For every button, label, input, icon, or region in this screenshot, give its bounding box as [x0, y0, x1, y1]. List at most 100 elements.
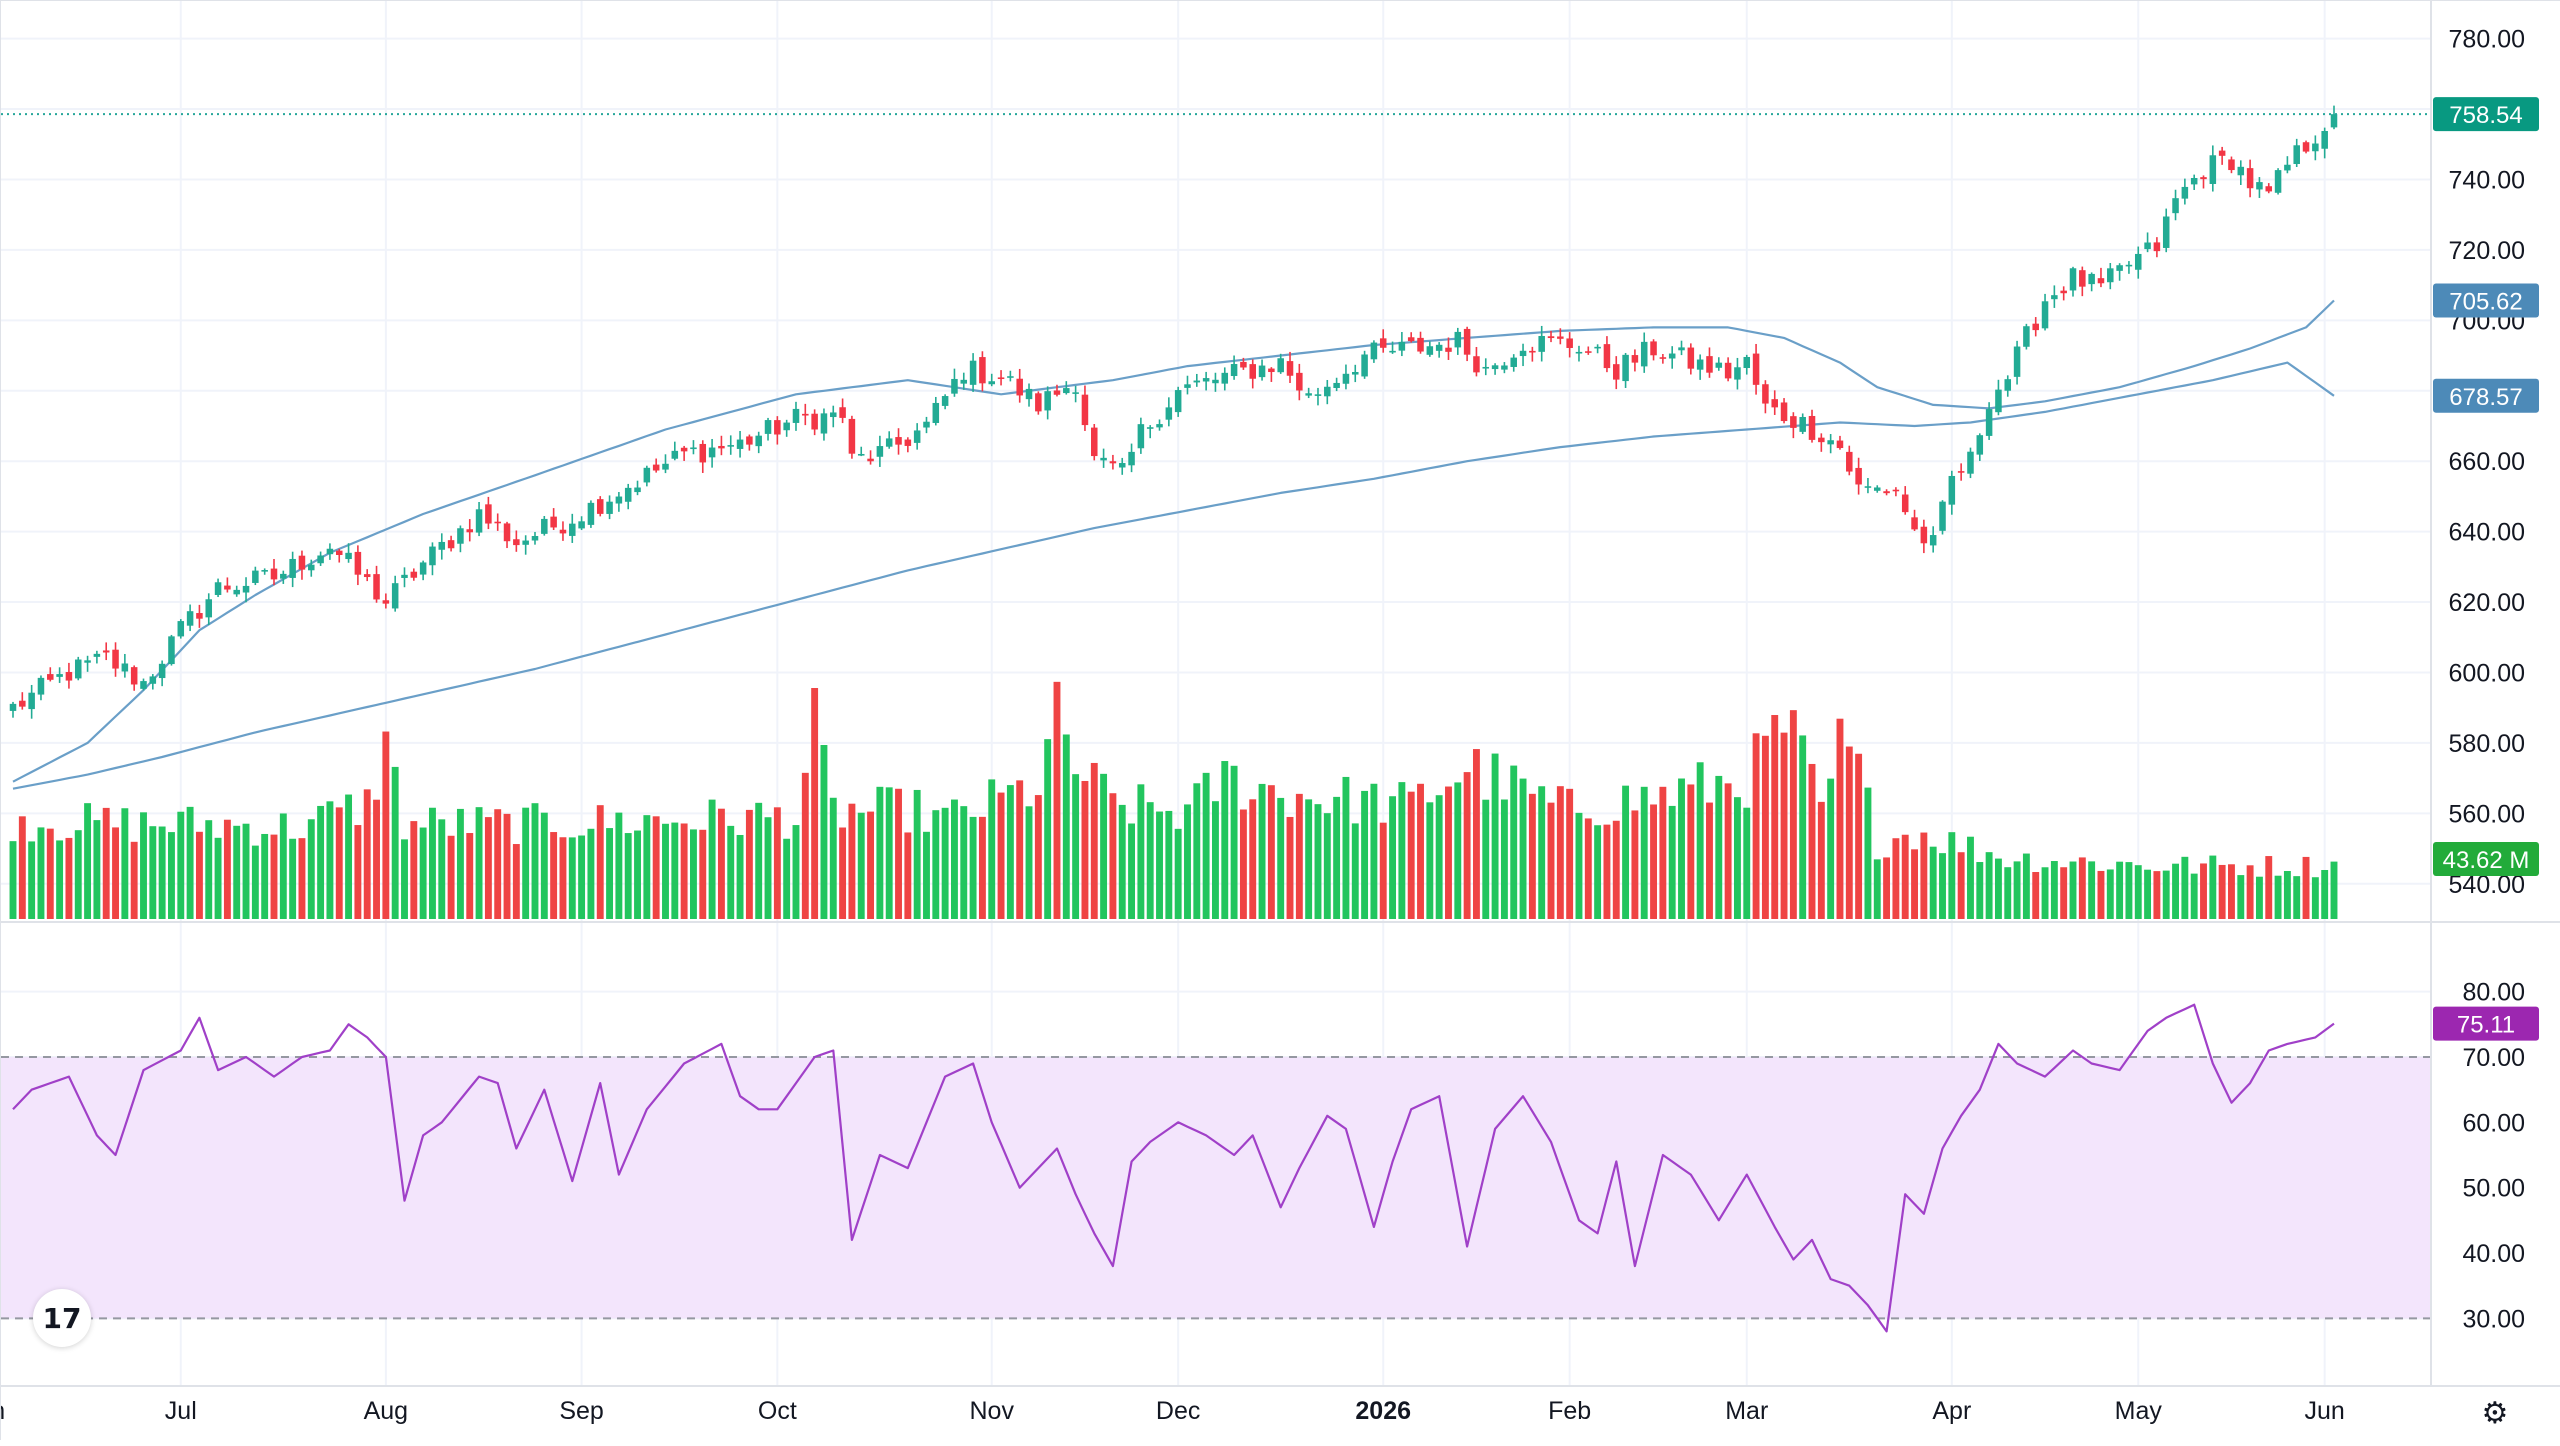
volume-bar	[2302, 856, 2310, 919]
volume-bar	[1053, 681, 1061, 919]
candle-body	[848, 418, 856, 454]
candle-body	[1799, 416, 1806, 432]
volume-bar	[540, 812, 548, 919]
volume-bar	[596, 805, 604, 919]
volume-bar	[223, 819, 231, 919]
rsi-tick-label: 40.00	[2462, 1240, 2525, 1268]
candle-body	[932, 402, 940, 423]
volume-bar	[419, 827, 427, 919]
volume-bar	[643, 815, 651, 919]
volume-bar	[568, 837, 576, 919]
volume-bar	[391, 766, 399, 919]
candle-body	[1901, 494, 1909, 513]
candle-body	[1622, 354, 1629, 382]
volume-bar	[978, 816, 986, 919]
pane-separators[interactable]	[1, 1, 2560, 1387]
volume-bar	[456, 808, 464, 919]
time-tick-label: May	[2115, 1397, 2163, 1425]
candle-body	[1724, 362, 1732, 379]
candle-body	[289, 558, 296, 578]
volume-bar	[2246, 865, 2254, 919]
volume-bar	[1659, 786, 1667, 919]
candle-body	[1025, 388, 1033, 400]
candle-body	[960, 379, 968, 384]
volume-bar	[1156, 811, 1163, 919]
volume-bar	[941, 807, 949, 919]
volume-bar	[1006, 785, 1014, 919]
candle-body	[876, 446, 884, 457]
volume-badge: 43.62 M	[2433, 842, 2539, 876]
candle-body	[373, 574, 380, 600]
volume-bar	[2060, 867, 2068, 919]
candle-body	[2088, 273, 2095, 285]
volume-bar	[727, 825, 735, 919]
volume-bar	[2265, 856, 2273, 919]
candle-body	[951, 378, 958, 394]
volume-bar	[839, 827, 847, 919]
candle-body	[1268, 368, 1275, 373]
candle-body	[2246, 168, 2254, 189]
volume-bar	[1407, 791, 1415, 919]
volume-bar	[848, 803, 856, 919]
last-price-badge-bg	[2433, 97, 2539, 132]
price-tick-label: 780.00	[2449, 26, 2525, 54]
candle-body	[252, 570, 259, 583]
tradingview-logo-icon[interactable]: 17	[33, 1289, 91, 1347]
volume-bar	[475, 807, 483, 919]
volume-bar	[1221, 761, 1229, 919]
candle-body	[2153, 242, 2161, 252]
volume-bar	[2004, 867, 2012, 919]
volume-bar	[1342, 776, 1350, 919]
candle-body	[1435, 344, 1443, 351]
volume-bar	[745, 809, 753, 919]
volume-bar	[1808, 763, 1816, 919]
volume-bar	[2144, 869, 2152, 919]
candle-body	[1100, 457, 1107, 461]
candle-body	[270, 568, 278, 580]
ma-slow-badge-bg	[2433, 378, 2539, 413]
candle-body	[643, 467, 651, 483]
candle-body	[335, 550, 343, 555]
candle-body	[1790, 416, 1797, 428]
candle-body	[513, 539, 520, 546]
time-tick-label: Oct	[758, 1397, 797, 1425]
candle-body	[1557, 336, 1564, 339]
candle-body	[74, 659, 82, 679]
candle-body	[820, 413, 828, 434]
volume-bar	[1239, 809, 1247, 919]
candle-body	[2190, 177, 2198, 185]
candle-body	[112, 649, 119, 669]
volume-bar	[1174, 828, 1182, 919]
candle-body	[941, 396, 949, 406]
candle-body	[177, 621, 185, 637]
volume-bar	[121, 808, 129, 919]
volume-bar	[1817, 801, 1825, 919]
volume-bar	[261, 833, 269, 919]
candle-body	[746, 436, 753, 445]
candle-body	[447, 540, 455, 549]
volume-bar	[615, 812, 623, 919]
candle-body	[764, 420, 772, 434]
candle-body	[2004, 379, 2012, 391]
volume-bar	[2013, 861, 2021, 919]
time-tick-label: Jul	[165, 1397, 197, 1425]
volume-bar	[1165, 810, 1173, 919]
volume-bar	[335, 807, 343, 919]
candle-body	[1948, 475, 1956, 505]
volume-bar	[2209, 855, 2217, 919]
candle-body	[727, 445, 735, 447]
volume-bar	[317, 805, 325, 919]
volume-bar	[251, 845, 259, 919]
candle-body	[923, 421, 930, 428]
volume-bar	[867, 811, 875, 919]
gear-icon[interactable]: ⚙	[2481, 1395, 2509, 1431]
volume-bar	[1072, 774, 1080, 919]
candle-body	[2181, 186, 2189, 199]
candle-body	[1063, 388, 1070, 394]
volume-bar	[1967, 836, 1974, 919]
candle-body	[662, 463, 669, 470]
volume-bar	[1594, 825, 1602, 919]
volume-bar	[1370, 783, 1378, 919]
